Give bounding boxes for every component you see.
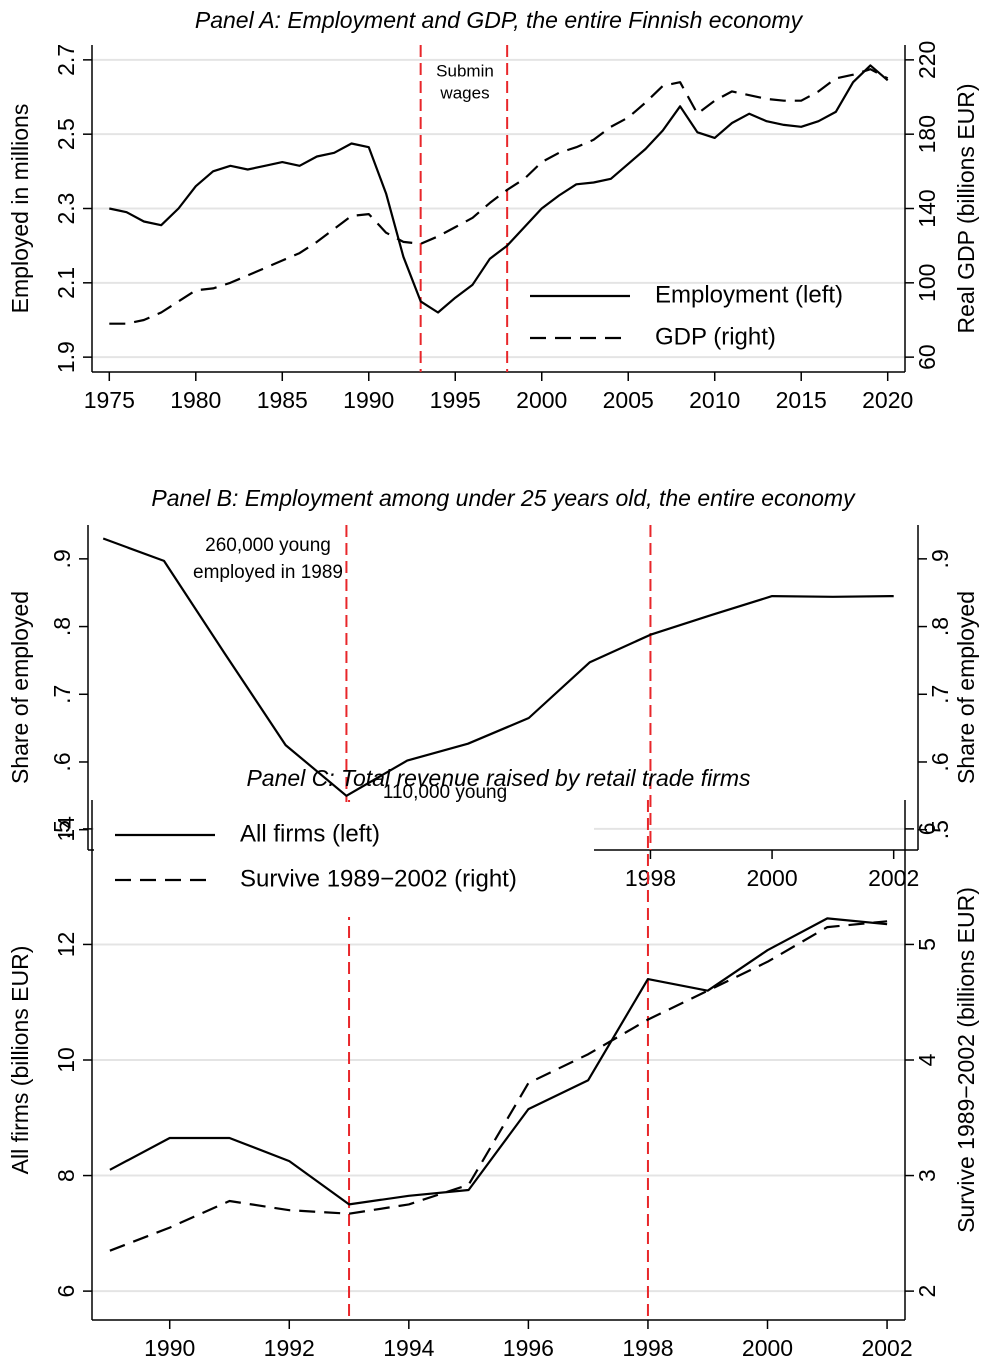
y2-tick-label: 180 <box>914 115 940 153</box>
y-axis-label: Employed in millions <box>7 104 33 314</box>
y-tick-label: 2.7 <box>53 44 79 76</box>
y2-tick-label: .8 <box>927 617 953 636</box>
y2-tick-label: 140 <box>914 189 940 227</box>
y-tick-label: 10 <box>53 1047 79 1073</box>
legend-label: Survive 1989−2002 (right) <box>240 865 517 892</box>
x-tick-label: 1998 <box>625 865 676 891</box>
y-tick-label: .5 <box>49 820 75 839</box>
x-tick-label: 2010 <box>689 387 740 413</box>
y2-tick-label: 100 <box>914 264 940 302</box>
data-line <box>109 64 889 314</box>
y-tick-label: 8 <box>53 1169 79 1182</box>
legend-label: Employment (left) <box>655 281 843 308</box>
y-axis-label: All firms (billions EUR) <box>7 946 33 1175</box>
x-tick-label: 2002 <box>861 1335 912 1361</box>
y-tick-label: 2.1 <box>53 267 79 299</box>
x-tick-label: 2015 <box>776 387 827 413</box>
data-line <box>102 537 894 797</box>
x-tick-label: 1998 <box>622 1335 673 1361</box>
x-tick-label: 1995 <box>430 387 481 413</box>
y2-tick-label: 4 <box>914 1053 940 1066</box>
x-tick-label: 1996 <box>503 1335 554 1361</box>
y2-tick-label: .7 <box>927 685 953 704</box>
y2-axis-label: Survive 1989−2002 (billions EUR) <box>953 887 979 1233</box>
data-line <box>109 917 888 1206</box>
y-tick-label: 2.3 <box>53 193 79 225</box>
y2-tick-label: 2 <box>914 1285 940 1298</box>
y2-axis-label: Real GDP (billions EUR) <box>953 83 979 333</box>
y2-axis-label: Share of employed <box>953 591 979 784</box>
x-tick-label: 2005 <box>603 387 654 413</box>
chart-title: Panel A: Employment and GDP, the entire … <box>195 7 804 33</box>
x-tick-label: 1990 <box>144 1335 195 1361</box>
x-tick-label: 1975 <box>84 387 135 413</box>
y-tick-label: .8 <box>49 617 75 636</box>
legend-background <box>94 802 594 917</box>
y-tick-label: 1.9 <box>53 341 79 373</box>
x-tick-label: 1994 <box>383 1335 434 1361</box>
y2-tick-label: 3 <box>914 1169 940 1182</box>
annotation: Submin <box>436 61 494 80</box>
y2-tick-label: 60 <box>914 344 940 370</box>
y-tick-label: .7 <box>49 685 75 704</box>
legend-label: All firms (left) <box>240 820 380 847</box>
annotation: 110,000 young <box>383 782 507 803</box>
y-axis-label: Share of employed <box>7 591 33 784</box>
x-tick-label: 1990 <box>343 387 394 413</box>
y2-tick-label: .9 <box>927 549 953 568</box>
x-tick-label: 2000 <box>516 387 567 413</box>
y-tick-label: 14 <box>53 816 79 842</box>
y2-tick-label: 5 <box>914 938 940 951</box>
x-tick-label: 2000 <box>746 865 797 891</box>
y-tick-label: .6 <box>49 752 75 771</box>
annotation: wages <box>439 83 489 102</box>
x-tick-label: 1985 <box>257 387 308 413</box>
y2-tick-label: 6 <box>914 822 940 835</box>
y2-tick-label: 220 <box>914 41 940 79</box>
annotation: employed in 1989 <box>193 562 343 583</box>
y-tick-label: 12 <box>53 932 79 958</box>
chart-title: Panel C: Total revenue raised by retail … <box>246 765 751 791</box>
chart-title: Panel B: Employment among under 25 years… <box>151 485 856 511</box>
x-tick-label: 1980 <box>170 387 221 413</box>
x-tick-label: 2000 <box>742 1335 793 1361</box>
y2-tick-label: .6 <box>927 752 953 771</box>
y-tick-label: 2.5 <box>53 118 79 150</box>
data-line <box>109 68 889 325</box>
x-tick-label: 2002 <box>868 865 919 891</box>
x-tick-label: 2020 <box>862 387 913 413</box>
legend-label: GDP (right) <box>655 323 776 350</box>
y-tick-label: 6 <box>53 1285 79 1298</box>
data-line <box>109 920 888 1252</box>
x-tick-label: 1992 <box>264 1335 315 1361</box>
y2-tick-label: .5 <box>927 820 953 839</box>
y-tick-label: .9 <box>49 549 75 568</box>
annotation: 260,000 young <box>205 535 331 556</box>
